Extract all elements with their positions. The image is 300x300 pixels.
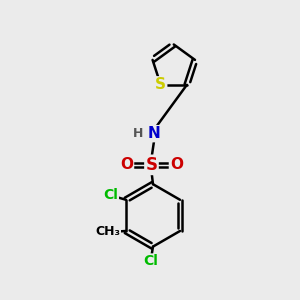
Text: O: O: [170, 158, 183, 172]
Text: CH₃: CH₃: [95, 225, 120, 238]
Text: S: S: [155, 77, 166, 92]
Text: O: O: [120, 158, 133, 172]
Text: Cl: Cl: [103, 188, 118, 202]
Text: S: S: [146, 156, 158, 174]
Text: Cl: Cl: [143, 254, 158, 268]
Text: H: H: [133, 127, 143, 140]
Text: N: N: [148, 126, 161, 141]
